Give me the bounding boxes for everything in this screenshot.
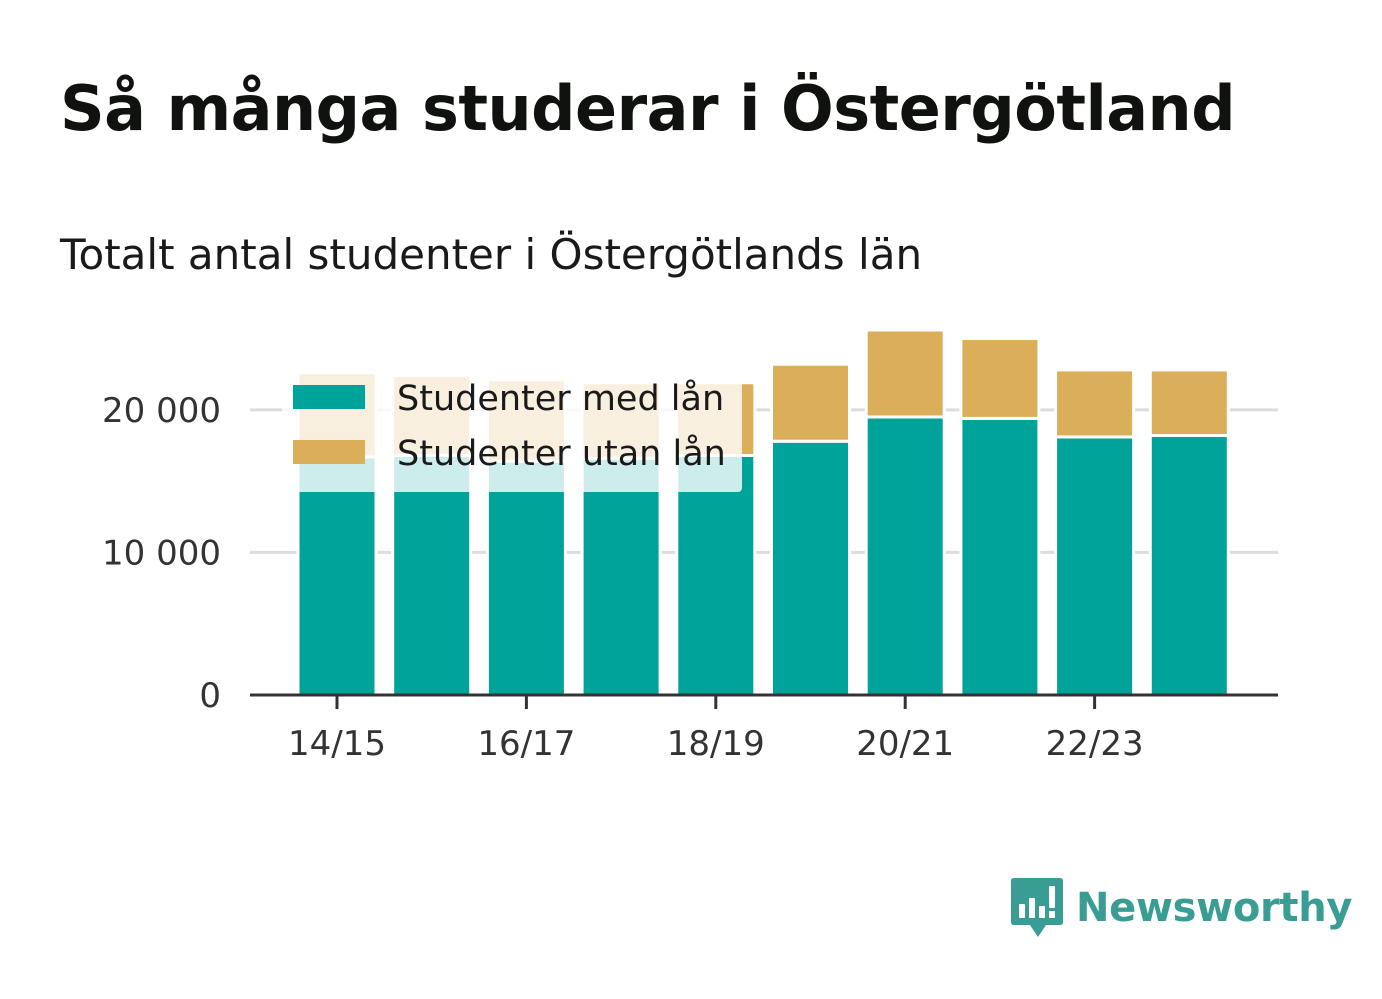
bar-without-loan-7 (959, 337, 1041, 420)
bar-without-loan-8 (1054, 368, 1136, 439)
x-tick-label: 16/17 (477, 724, 575, 764)
bar-with-loan-5 (770, 439, 851, 697)
bar-without-loan-9 (1148, 368, 1230, 438)
chart-title: Så många studerar i Östergötland (60, 72, 1236, 145)
legend-swatch-with-loan (293, 385, 365, 409)
legend-swatch-without-loan (293, 440, 365, 464)
bar-without-loan-6 (864, 328, 946, 419)
bar-with-loan-7 (959, 416, 1041, 697)
y-tick-label: 10 000 (102, 533, 221, 573)
chart-subtitle: Totalt antal studenter i Östergötlands l… (60, 230, 923, 279)
y-tick-label: 0 (199, 676, 221, 716)
bar-with-loan-1 (391, 453, 473, 697)
bar-with-loan-0 (296, 455, 378, 697)
bar-without-loan-5 (770, 362, 851, 443)
bar-with-loan-9 (1148, 434, 1230, 697)
axes: 0 10 000 20 000 14/15 16/17 18/19 20/21 22/23 (102, 391, 1278, 764)
legend-label-without-loan: Studenter utan lån (397, 433, 726, 474)
brand-logo: Newsworthy (1010, 876, 1353, 940)
brand-name: Newsworthy (1076, 885, 1353, 931)
x-tick-label: 22/23 (1046, 724, 1144, 764)
legend-background (282, 370, 742, 492)
newsworthy-logo-icon (1011, 878, 1063, 937)
y-tick-label: 20 000 (102, 391, 221, 431)
bar-with-loan-2 (485, 459, 567, 697)
x-tick-label: 18/19 (667, 724, 765, 764)
bar-with-loan-8 (1054, 435, 1136, 697)
x-tick-label: 20/21 (856, 724, 954, 764)
legend: Studenter med lån Studenter utan lån (282, 370, 742, 492)
bar-with-loan-6 (864, 415, 946, 697)
x-tick-label: 14/15 (288, 724, 386, 764)
bar-with-loan-3 (580, 456, 662, 697)
legend-label-with-loan: Studenter med lån (397, 378, 724, 419)
